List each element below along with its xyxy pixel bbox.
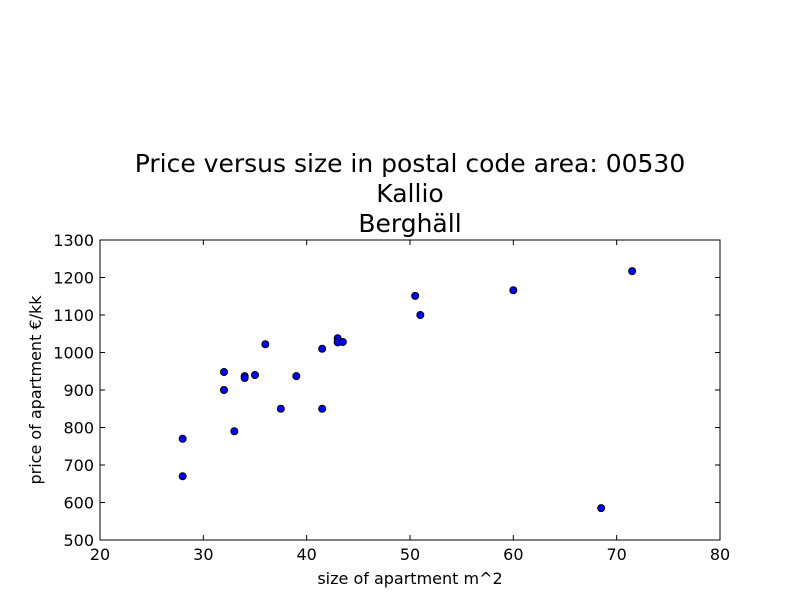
data-point [597, 504, 606, 513]
x-tick-label: 80 [710, 545, 730, 564]
x-axis-label: size of apartment m^2 [317, 569, 502, 588]
chart-title-line-3: Berghäll [358, 209, 461, 238]
x-tick-label: 60 [503, 545, 523, 564]
data-point [338, 338, 347, 346]
data-point [178, 472, 187, 481]
data-point [318, 344, 327, 353]
chart-title-line-1: Price versus size in postal code area: 0… [135, 149, 685, 178]
x-tick-label: 70 [606, 545, 626, 564]
y-tick-label: 1100 [53, 306, 94, 325]
data-point [240, 374, 249, 382]
data-points [178, 267, 637, 513]
data-point [411, 291, 420, 300]
y-tick-label: 800 [63, 419, 94, 438]
data-point [220, 368, 228, 376]
data-point [416, 311, 425, 319]
y-axis: 500 600 700 800 900 1000 1100 1200 1300 [53, 231, 720, 550]
y-tick-label: 1200 [53, 269, 94, 288]
y-tick-label: 1300 [53, 231, 94, 250]
data-point [230, 427, 239, 436]
x-tick-label: 30 [193, 545, 213, 564]
x-tick-label: 20 [90, 545, 110, 564]
data-point [318, 404, 327, 413]
chart-title-line-2: Kallio [376, 179, 443, 208]
data-point [251, 371, 259, 379]
data-point [276, 404, 285, 413]
y-axis-label: price of apartment €/kk [26, 295, 45, 485]
data-point [509, 286, 518, 295]
plot-area [99, 239, 721, 541]
data-point [178, 434, 187, 443]
x-tick-label: 40 [296, 545, 316, 564]
data-point [292, 372, 301, 381]
y-tick-label: 500 [63, 531, 94, 550]
x-axis: 20 30 40 50 60 70 80 [90, 240, 730, 564]
x-tick-label: 50 [400, 545, 420, 564]
y-tick-label: 600 [63, 494, 94, 513]
y-tick-label: 700 [63, 456, 94, 475]
data-point [220, 386, 228, 394]
y-tick-label: 1000 [53, 344, 94, 363]
data-point [261, 340, 270, 349]
y-tick-label: 900 [63, 381, 94, 400]
data-point [628, 267, 637, 276]
